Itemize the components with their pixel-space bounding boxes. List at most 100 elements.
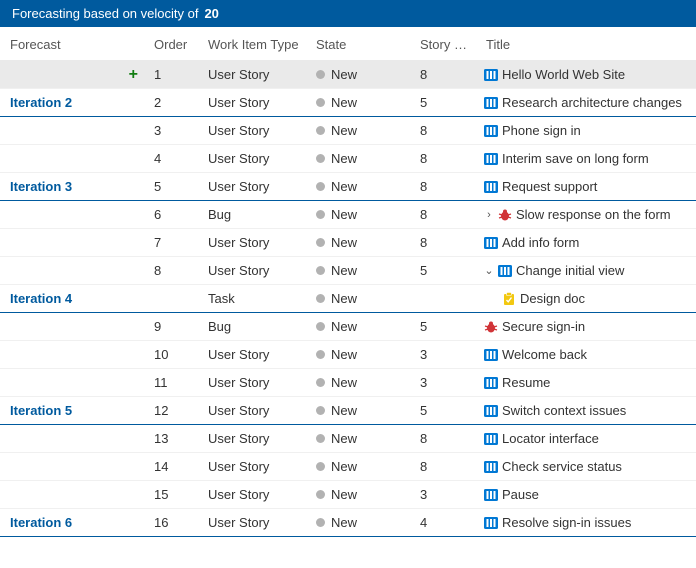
title-cell[interactable]: Interim save on long form (484, 151, 690, 166)
table-row[interactable]: 15User StoryNew3Pause (0, 481, 696, 509)
state-cell: New (316, 263, 416, 278)
table-row[interactable]: Iteration 512User StoryNew5Switch contex… (0, 397, 696, 425)
state-label: New (331, 515, 357, 530)
story-icon (498, 264, 512, 278)
title-cell[interactable]: Resume (484, 375, 690, 390)
state-cell: New (316, 459, 416, 474)
title-cell[interactable]: Secure sign-in (484, 319, 690, 334)
table-row[interactable]: 9BugNew5Secure sign-in (0, 313, 696, 341)
state-cell: New (316, 431, 416, 446)
state-dot-icon (316, 462, 325, 471)
col-story[interactable]: Story … (420, 37, 480, 52)
title-cell[interactable]: Request support (484, 179, 690, 194)
title-text: Resume (502, 375, 550, 390)
state-cell: New (316, 151, 416, 166)
state-label: New (331, 403, 357, 418)
col-type[interactable]: Work Item Type (208, 37, 312, 52)
story-points-cell: 3 (420, 487, 480, 502)
table-row[interactable]: Iteration 616User StoryNew4Resolve sign-… (0, 509, 696, 537)
table-row[interactable]: Iteration 35User StoryNew8Request suppor… (0, 173, 696, 201)
order-cell: 11 (154, 375, 204, 390)
state-dot-icon (316, 350, 325, 359)
type-cell: User Story (208, 487, 312, 502)
col-state[interactable]: State (316, 37, 416, 52)
type-cell: Task (208, 291, 312, 306)
state-cell: New (316, 291, 416, 306)
table-row[interactable]: 3User StoryNew8Phone sign in (0, 117, 696, 145)
table-row[interactable]: 6BugNew8›Slow response on the form (0, 201, 696, 229)
forecast-cell: Iteration 4 (10, 291, 150, 306)
story-points-cell: 8 (420, 123, 480, 138)
title-text: Switch context issues (502, 403, 626, 418)
forecast-label: Iteration 4 (10, 291, 72, 306)
state-label: New (331, 179, 357, 194)
title-text: Welcome back (502, 347, 587, 362)
table-row[interactable]: Iteration 22User StoryNew5Research archi… (0, 89, 696, 117)
title-cell[interactable]: Hello World Web Site (484, 67, 690, 82)
chevron-down-icon[interactable]: ⌄ (484, 264, 494, 277)
title-cell[interactable]: Phone sign in (484, 123, 690, 138)
title-text: Request support (502, 179, 597, 194)
title-cell[interactable]: Welcome back (484, 347, 690, 362)
state-label: New (331, 375, 357, 390)
table-row[interactable]: Iteration 4 Task New Design doc (0, 285, 696, 313)
table-row[interactable]: 11User StoryNew3Resume (0, 369, 696, 397)
order-cell: 9 (154, 319, 204, 334)
story-points-cell: 5 (420, 403, 480, 418)
title-cell[interactable]: Research architecture changes (484, 95, 690, 110)
bug-icon (484, 320, 498, 334)
title-cell[interactable]: Resolve sign-in issues (484, 515, 690, 530)
state-dot-icon (316, 70, 325, 79)
title-cell[interactable]: Switch context issues (484, 403, 690, 418)
order-cell: 4 (154, 151, 204, 166)
forecast-cell: Iteration 6 (10, 515, 150, 530)
type-cell: Bug (208, 319, 312, 334)
story-points-cell: 3 (420, 375, 480, 390)
order-cell: 10 (154, 347, 204, 362)
state-label: New (331, 67, 357, 82)
story-points-cell: 3 (420, 347, 480, 362)
type-cell: Bug (208, 207, 312, 222)
grid-header: Forecast Order Work Item Type State Stor… (0, 27, 696, 61)
col-forecast[interactable]: Forecast (10, 37, 150, 52)
title-cell[interactable]: › Slow response on the form (484, 207, 690, 222)
table-row[interactable]: +1User StoryNew8Hello World Web Site (0, 61, 696, 89)
title-cell[interactable]: Add info form (484, 235, 690, 250)
title-cell[interactable]: Pause (484, 487, 690, 502)
state-dot-icon (316, 322, 325, 331)
title-cell[interactable]: ⌄Change initial view (484, 263, 690, 278)
state-label: New (331, 459, 357, 474)
table-row[interactable]: 7User StoryNew8Add info form (0, 229, 696, 257)
title-cell[interactable]: Check service status (484, 459, 690, 474)
table-row[interactable]: 4User StoryNew8Interim save on long form (0, 145, 696, 173)
add-icon[interactable]: + (129, 67, 138, 83)
title-cell[interactable]: Locator interface (484, 431, 690, 446)
title-text: Design doc (520, 291, 585, 306)
story-points-cell: 4 (420, 515, 480, 530)
table-row[interactable]: 13User StoryNew8Locator interface (0, 425, 696, 453)
table-row[interactable]: 8User StoryNew5⌄Change initial view (0, 257, 696, 285)
state-label: New (331, 151, 357, 166)
title-text: Research architecture changes (502, 95, 682, 110)
story-icon (484, 404, 498, 418)
state-dot-icon (316, 126, 325, 135)
chevron-right-icon[interactable]: › (484, 209, 494, 221)
type-cell: User Story (208, 515, 312, 530)
title-text: Hello World Web Site (502, 67, 625, 82)
title-cell[interactable]: Design doc (484, 291, 690, 306)
forecast-cell: Iteration 3 (10, 179, 150, 194)
type-cell: User Story (208, 179, 312, 194)
table-row[interactable]: 14User StoryNew8Check service status (0, 453, 696, 481)
state-dot-icon (316, 154, 325, 163)
table-row[interactable]: 10User StoryNew3Welcome back (0, 341, 696, 369)
col-title[interactable]: Title (484, 37, 690, 52)
title-text: Slow response on the form (516, 207, 671, 222)
type-cell: User Story (208, 235, 312, 250)
bug-icon (498, 208, 512, 222)
story-icon (484, 488, 498, 502)
forecast-cell: Iteration 2 (10, 95, 150, 110)
col-order[interactable]: Order (154, 37, 204, 52)
story-points-cell: 8 (420, 459, 480, 474)
state-dot-icon (316, 434, 325, 443)
state-dot-icon (316, 518, 325, 527)
